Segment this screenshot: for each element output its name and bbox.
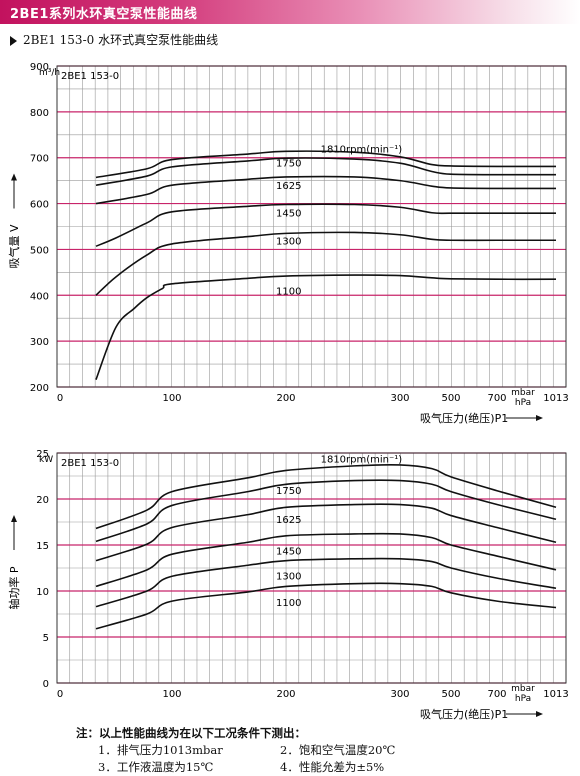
notes-row-1: 1．排气压力1013mbar 2．饱和空气温度20℃ — [76, 742, 440, 759]
series-label: 1300 — [276, 236, 301, 247]
suction-capacity-chart: 200 300 400 500 600 700 800 900 0 100 200 300 500 700… — [7, 62, 569, 425]
series-label: 1300 — [276, 571, 301, 582]
series-label: 1625 — [276, 181, 301, 192]
series-curve-line — [95, 157, 557, 187]
x-tick-label: 700 — [487, 393, 506, 404]
triangle-bullet-icon — [10, 35, 17, 46]
x-tick-label: 100 — [162, 689, 181, 700]
series-label: 1450 — [276, 209, 301, 220]
x-tick-label: 0 — [57, 393, 63, 404]
x-axis-title: 吸气压力(绝压)P1 — [420, 707, 508, 721]
y-tick-label: 25 — [36, 449, 49, 460]
series-curve-line — [95, 532, 557, 588]
series-curve-line — [95, 274, 557, 380]
series-curve-line — [95, 175, 557, 205]
y-tick-label: 10 — [36, 587, 49, 598]
x-tick-label: 500 — [441, 689, 460, 700]
y-unit-label: m³/h — [39, 68, 60, 78]
note-item: 2．饱和空气温度20℃ — [280, 743, 396, 757]
x-unit-label: mbar — [511, 684, 535, 694]
x-unit-label: mbar — [511, 388, 535, 398]
x-tick-label: 1013 — [543, 393, 568, 404]
series-curve-line — [95, 503, 557, 562]
y-axis-arrow-icon — [11, 173, 17, 181]
x-axis-arrow-icon — [536, 711, 543, 717]
series-label: 1810rpm(min⁻¹) — [321, 455, 403, 466]
series-label: 1625 — [276, 515, 301, 526]
series-label: 1100 — [276, 598, 301, 609]
series-label: 1450 — [276, 547, 301, 558]
y-tick-label: 400 — [30, 291, 49, 302]
y-tick-label: 5 — [43, 633, 49, 644]
subtitle-text: 2BE1 153-0 水环式真空泵性能曲线 — [23, 33, 219, 47]
note-item: 4．性能允差为±5% — [280, 760, 385, 774]
x-axis-arrow-icon — [536, 415, 543, 421]
series-label: 1810rpm(min⁻¹) — [321, 145, 403, 156]
x-tick-label: 200 — [276, 393, 295, 404]
y-tick-label: 300 — [30, 337, 49, 348]
series-curve-line — [95, 479, 557, 543]
y-tick-label: 600 — [30, 200, 49, 211]
x-tick-label: 700 — [487, 689, 506, 700]
y-axis-title: 轴功率 P — [7, 566, 21, 609]
model-label: 2BE1 153-0 — [61, 71, 119, 82]
y-axis-title: 吸气量 V — [7, 224, 21, 268]
x-axis-title: 吸气压力(绝压)P1 — [420, 411, 508, 425]
plot-frame — [56, 452, 567, 684]
note-item: 1．排气压力1013mbar — [98, 743, 223, 757]
y-tick-label: 20 — [36, 495, 49, 506]
series-curve-line — [95, 150, 557, 179]
y-tick-label: 800 — [30, 108, 49, 119]
y-tick-label: 700 — [30, 154, 49, 165]
series-curve-line — [95, 463, 557, 530]
notes-row-2: 3．工作液温度为15℃ 4．性能允差为±5% — [76, 759, 440, 776]
series-label: 1750 — [276, 486, 301, 497]
y-tick-label: 0 — [43, 679, 49, 690]
note-item: 3．工作液温度为15℃ — [98, 760, 214, 774]
plot-frame — [56, 65, 567, 388]
banner-title: 2BE1系列水环真空泵性能曲线 — [10, 7, 198, 22]
y-tick-label: 200 — [30, 383, 49, 394]
x-tick-label: 300 — [390, 689, 409, 700]
x-tick-label: 500 — [441, 393, 460, 404]
series-label: 1750 — [276, 158, 301, 169]
y-tick-label: 500 — [30, 245, 49, 256]
y-unit-label: kW — [39, 455, 53, 465]
y-tick-label: 15 — [36, 541, 49, 552]
test-conditions-notes: 注：以上性能曲线为在以下工况条件下测出： 1．排气压力1013mbar 2．饱和… — [76, 725, 440, 776]
x-tick-label: 1013 — [543, 689, 568, 700]
series-curve-line — [95, 557, 557, 608]
series-label: 1100 — [276, 287, 301, 298]
x-tick-label: 100 — [162, 393, 181, 404]
x-tick-label: 0 — [57, 689, 63, 700]
notes-title: 注：以上性能曲线为在以下工况条件下测出： — [76, 726, 306, 740]
series-curve-line — [95, 203, 556, 247]
x-unit-label: hPa — [515, 398, 531, 408]
y-axis-arrow-icon — [11, 515, 17, 522]
chart-subtitle: 2BE1 153-0 水环式真空泵性能曲线 — [10, 31, 218, 48]
model-label: 2BE1 153-0 — [61, 458, 119, 469]
series-curve-line — [95, 231, 556, 296]
x-tick-label: 200 — [276, 689, 295, 700]
x-unit-label: hPa — [515, 694, 531, 704]
x-tick-label: 300 — [390, 393, 409, 404]
y-tick-label: 900 — [30, 62, 49, 73]
series-curve-line — [95, 582, 557, 630]
title-banner: 2BE1系列水环真空泵性能曲线 — [0, 0, 580, 24]
